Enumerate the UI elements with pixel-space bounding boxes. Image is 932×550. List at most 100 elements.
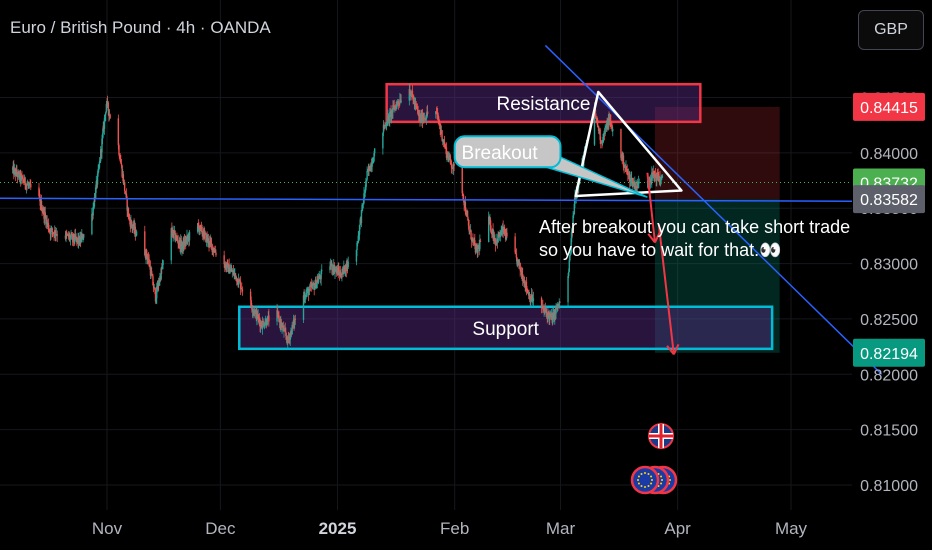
candle-body xyxy=(400,100,402,103)
candle-body xyxy=(135,231,138,236)
candle-body xyxy=(464,202,467,212)
candle-body xyxy=(277,312,280,316)
candle-body xyxy=(392,105,395,107)
candle-body xyxy=(223,255,225,265)
candle-body xyxy=(384,125,386,128)
price-label-bg xyxy=(853,185,925,214)
candle-body xyxy=(239,281,242,289)
candle-body xyxy=(657,174,659,179)
candle-body xyxy=(542,309,545,311)
candle-body xyxy=(293,319,296,326)
candle-body xyxy=(101,138,103,153)
price-label-text: 0.82194 xyxy=(860,346,918,363)
candle-body xyxy=(292,324,294,326)
candle-body xyxy=(229,269,232,272)
candle-body xyxy=(170,228,172,261)
candle-body xyxy=(254,310,256,314)
candle-body xyxy=(47,223,50,230)
candle-body xyxy=(627,174,629,175)
candle-body xyxy=(146,256,149,260)
eu-flag-icon xyxy=(630,465,660,495)
candle-body xyxy=(17,171,19,178)
down-arrow-shaft xyxy=(646,172,656,243)
candle-body xyxy=(544,308,547,311)
candle-body xyxy=(319,275,321,278)
candle-body xyxy=(147,258,150,260)
candle-body xyxy=(44,212,46,217)
candle-body xyxy=(38,195,41,198)
time-axis-tick: Feb xyxy=(440,519,469,538)
candle-body xyxy=(635,186,637,191)
candle-body xyxy=(282,325,285,332)
candle-body xyxy=(241,288,243,290)
candle-body xyxy=(515,253,518,258)
candle-body xyxy=(238,279,240,281)
zone-support-box xyxy=(238,305,774,351)
candle-body xyxy=(649,182,651,183)
candle-body xyxy=(268,315,270,322)
candle-body xyxy=(470,230,472,240)
candle-body xyxy=(397,101,399,104)
candle-body xyxy=(312,283,315,285)
candle-body xyxy=(469,231,471,233)
candle-body xyxy=(530,300,532,303)
breakout-callout-label: Breakout xyxy=(462,143,539,164)
candle-body xyxy=(479,240,481,249)
candle-body xyxy=(660,177,662,181)
candle-body xyxy=(130,220,133,225)
eu-flag-star xyxy=(647,472,650,475)
candle-body xyxy=(416,108,419,111)
candle-body xyxy=(488,216,491,222)
candle-body xyxy=(622,155,625,167)
candle-body xyxy=(108,110,110,117)
candle-body xyxy=(595,118,598,119)
candle-body xyxy=(102,125,104,134)
candle-body xyxy=(38,187,40,196)
candle-body xyxy=(276,310,278,322)
candle-body xyxy=(109,114,111,119)
candle-body xyxy=(316,283,318,288)
candle-body xyxy=(567,275,569,303)
candle-body xyxy=(472,239,475,241)
candle-body xyxy=(637,182,640,189)
candle-body xyxy=(423,118,425,120)
candle-body xyxy=(26,184,28,186)
candle-body xyxy=(197,223,200,226)
candle-body xyxy=(497,234,499,243)
price-axis-tick: 0.81500 xyxy=(860,423,918,440)
candle-body xyxy=(552,313,554,323)
candle-body xyxy=(558,301,560,307)
candle-body xyxy=(467,220,470,226)
candle-body xyxy=(520,271,523,276)
candle-body xyxy=(372,162,374,164)
currency-button[interactable]: GBP xyxy=(858,10,924,50)
candle-body xyxy=(225,262,228,269)
candle-body xyxy=(105,112,107,115)
candle-body xyxy=(659,177,661,183)
candle-body xyxy=(258,318,261,322)
horizontal-trend-line xyxy=(0,197,853,202)
candle-body xyxy=(104,114,106,118)
candle-body xyxy=(366,170,368,180)
candle-body xyxy=(120,161,122,164)
candle-body xyxy=(154,287,156,291)
candle-body xyxy=(263,325,266,327)
candle-body xyxy=(449,155,451,160)
candle-body xyxy=(96,173,99,185)
price-axis-tick: 0.81000 xyxy=(860,478,918,495)
candle-body xyxy=(549,314,551,320)
candle-body xyxy=(304,297,307,299)
candle-body xyxy=(638,182,640,184)
candle-body xyxy=(65,233,68,235)
candle-body xyxy=(442,140,445,143)
down-arrow-head xyxy=(647,233,656,244)
candle-body xyxy=(266,316,269,325)
candle-body xyxy=(284,328,286,332)
candle-body xyxy=(630,178,632,182)
candle-body xyxy=(97,168,99,174)
candle-body xyxy=(501,230,503,232)
candle-body xyxy=(543,310,545,312)
candle-body xyxy=(24,177,26,186)
candle-body xyxy=(149,266,151,268)
